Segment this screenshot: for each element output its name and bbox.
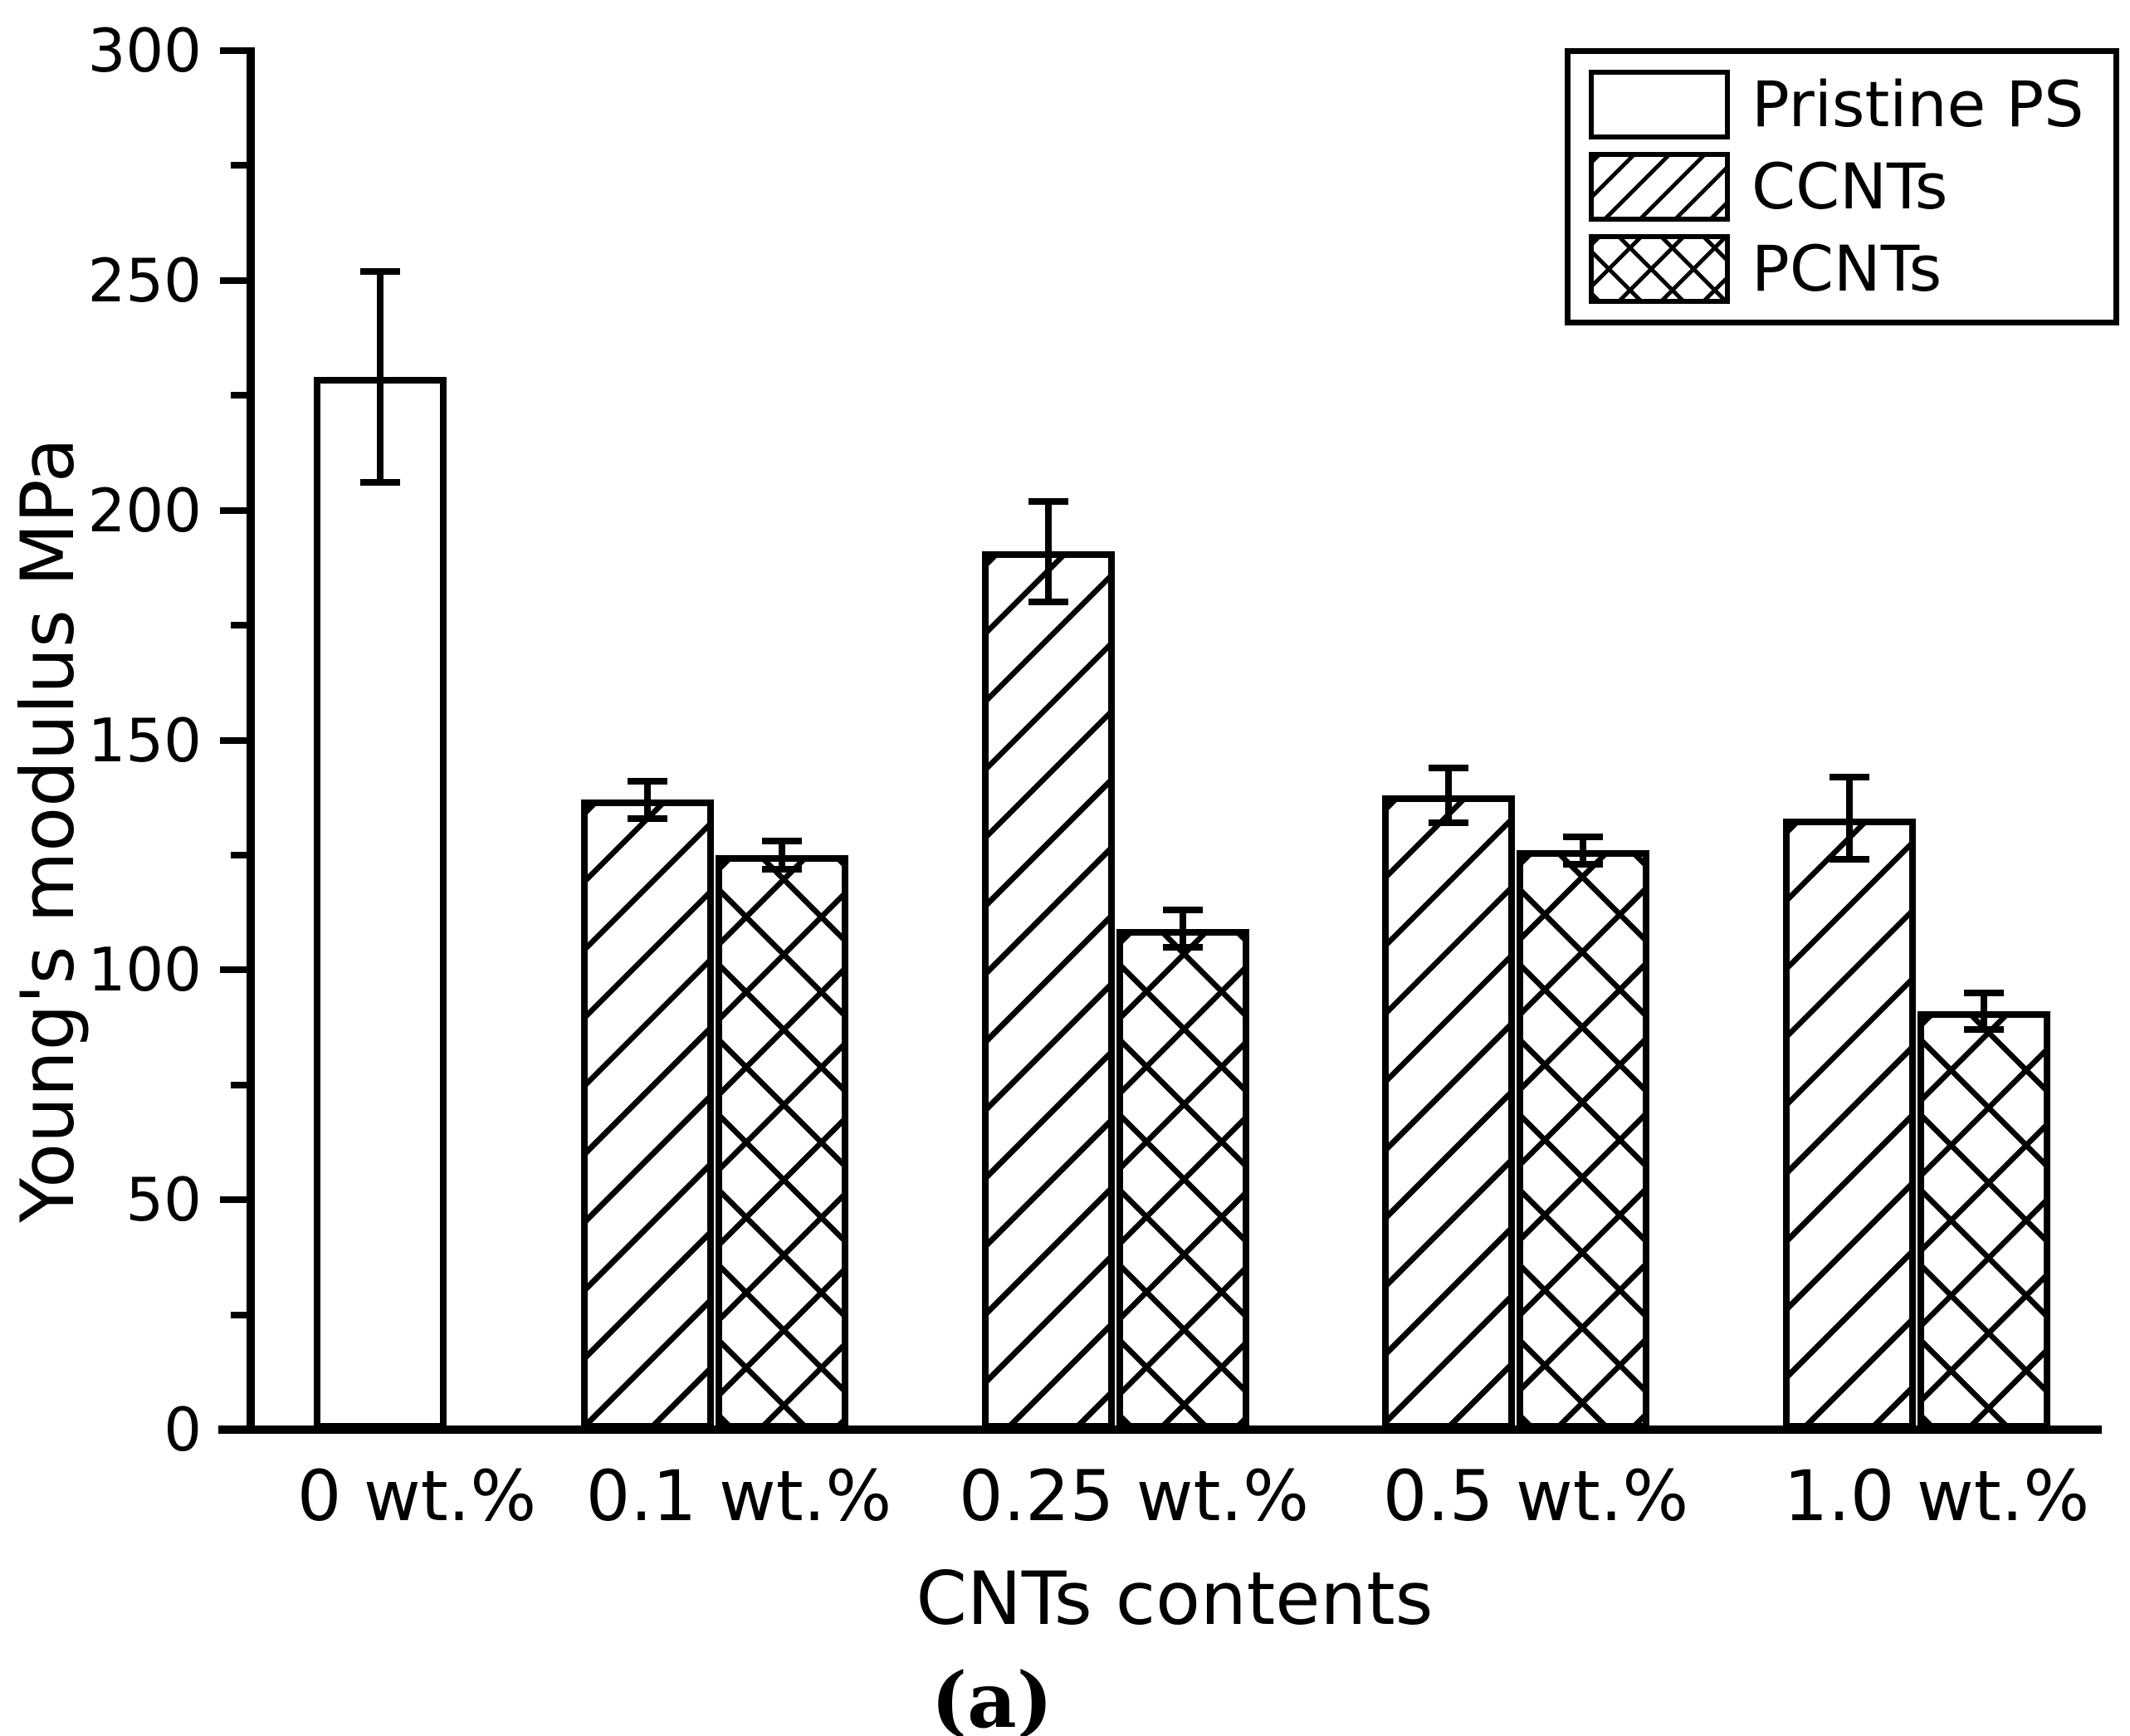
y-major-tick [220, 506, 247, 514]
x-tick-label: 0.5 wt.% [1382, 1455, 1689, 1537]
legend-item-ccnts: CCNTs [1589, 149, 2113, 224]
error-bar-cap-top [1163, 907, 1203, 914]
bar-pcnts-cat3 [1517, 850, 1649, 1430]
bar-pristine-ps-cat0 [314, 377, 447, 1430]
x-axis-title: CNTs contents [916, 1556, 1434, 1641]
y-tick-label: 100 [87, 935, 202, 1005]
y-axis-line [247, 47, 255, 1434]
legend-swatch-pristine-ps [1589, 70, 1730, 139]
figure-caption: (a) [931, 1655, 1053, 1736]
y-minor-tick [231, 162, 247, 169]
y-tick-label: 250 [87, 245, 202, 315]
y-axis-title: Young's modulus MPa [5, 438, 90, 1223]
legend-swatch-ccnts [1589, 152, 1730, 222]
legend-label: CCNTs [1751, 149, 1948, 223]
error-bar-cap-bottom [628, 814, 667, 822]
bar-ccnts-cat2 [982, 551, 1115, 1430]
error-bar-cap-bottom [360, 479, 400, 487]
x-axis-line [218, 1425, 2102, 1434]
error-bar-cap-top [1028, 497, 1068, 505]
error-bar-line [1981, 993, 1987, 1030]
y-major-tick [220, 966, 247, 974]
y-major-tick [220, 736, 247, 744]
legend-label: PCNTs [1751, 232, 1942, 306]
x-tick-label: 0.25 wt.% [959, 1455, 1309, 1537]
error-bar-cap-bottom [1563, 860, 1603, 868]
y-tick-label: 200 [87, 475, 202, 545]
y-minor-tick [231, 392, 247, 399]
error-bar-line [1180, 910, 1186, 947]
x-tick-label: 0.1 wt.% [585, 1455, 892, 1537]
y-tick-label: 300 [87, 16, 202, 86]
y-major-tick [220, 1196, 247, 1204]
y-tick-label: 150 [87, 705, 202, 775]
error-bar-line [1045, 501, 1052, 603]
legend-item-pristine-ps: Pristine PS [1589, 67, 2113, 142]
y-minor-tick [231, 1081, 247, 1088]
error-bar-cap-bottom [1163, 943, 1203, 951]
error-bar-line [644, 781, 651, 819]
y-major-tick [220, 276, 247, 284]
error-bar-cap-bottom [762, 865, 802, 873]
bar-ccnts-cat4 [1783, 818, 1916, 1430]
y-major-tick [220, 47, 247, 54]
y-tick-label: 50 [125, 1165, 202, 1235]
error-bar-cap-bottom [1429, 819, 1468, 827]
error-bar-line [377, 271, 383, 483]
error-bar-cap-top [1964, 990, 2004, 997]
error-bar-line [1445, 767, 1452, 824]
error-bar-cap-top [1429, 764, 1468, 771]
error-bar-cap-top [762, 838, 802, 845]
error-bar-line [1846, 776, 1853, 860]
bar-pcnts-cat2 [1116, 928, 1249, 1430]
y-minor-tick [231, 851, 247, 858]
x-tick-label: 1.0 wt.% [1783, 1455, 2090, 1537]
legend: Pristine PS CCNTs PCNTs [1565, 48, 2119, 325]
y-major-tick [220, 1426, 247, 1433]
bar-pcnts-cat1 [716, 854, 848, 1430]
error-bar-line [1580, 836, 1586, 864]
legend-label: Pristine PS [1751, 67, 2084, 141]
bar-pcnts-cat4 [1917, 1011, 2050, 1430]
bar-ccnts-cat3 [1382, 795, 1515, 1430]
error-bar-cap-top [1563, 833, 1603, 840]
x-tick-label: 0 wt.% [296, 1455, 537, 1537]
error-bar-cap-bottom [1028, 599, 1068, 606]
error-bar-cap-top [360, 267, 400, 275]
y-minor-tick [231, 622, 247, 629]
error-bar-cap-top [1830, 773, 1869, 780]
error-bar-cap-bottom [1830, 856, 1869, 863]
bar-ccnts-cat1 [581, 800, 714, 1430]
legend-swatch-pcnts [1589, 234, 1730, 304]
legend-item-pcnts: PCNTs [1589, 232, 2113, 306]
error-bar-cap-top [628, 778, 667, 785]
error-bar-line [779, 841, 785, 869]
error-bar-cap-bottom [1964, 1026, 2004, 1034]
y-minor-tick [231, 1311, 247, 1318]
y-tick-label: 0 [164, 1395, 202, 1465]
